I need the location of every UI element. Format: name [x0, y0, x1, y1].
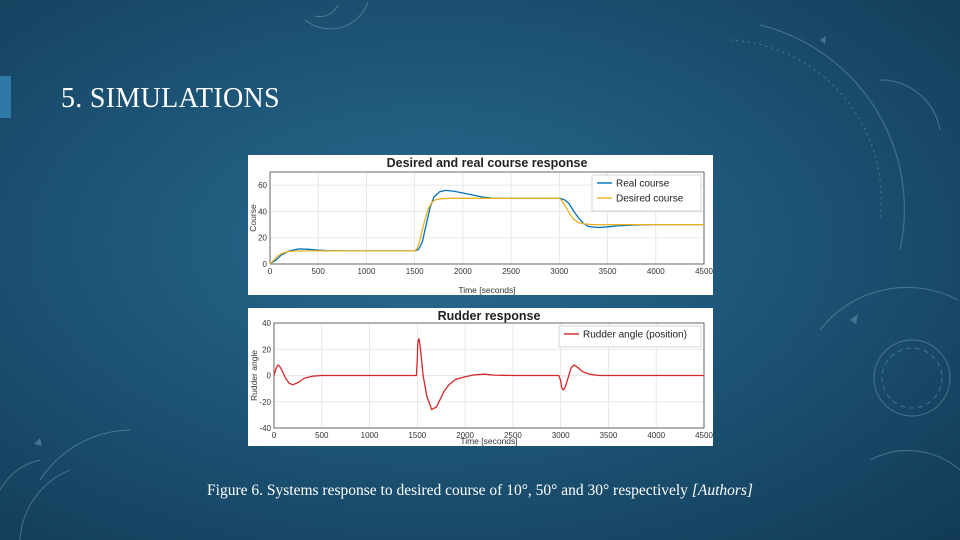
- rudder-y-tick-label: -40: [259, 424, 271, 433]
- course-x-tick-label: 1500: [406, 267, 424, 276]
- course-x-tick-label: 3500: [599, 267, 617, 276]
- course-x-axis-label: Time [seconds]: [458, 285, 515, 295]
- course-chart-title: Desired and real course response: [387, 156, 588, 170]
- course-x-tick-label: 2000: [454, 267, 472, 276]
- course-x-tick-label: 2500: [502, 267, 520, 276]
- rudder-chart-svg: 0 500 1000 1500 2000 2500 3000 3500 4000 4500 -40 -…: [249, 309, 713, 446]
- rudder-x-tick-label: 4000: [647, 431, 665, 440]
- course-y-tick-label: 20: [258, 234, 267, 243]
- course-legend-label: Desired course: [616, 194, 684, 205]
- rudder-x-tick-label: 0: [272, 431, 277, 440]
- rudder-legend-label: Rudder angle (position): [583, 330, 687, 341]
- rudder-x-axis-label: Time [seconds]: [460, 436, 517, 446]
- rudder-y-tick-label: 0: [267, 372, 272, 381]
- course-plot-frame: [269, 171, 705, 265]
- rudder-x-tick-label: 2500: [504, 431, 522, 440]
- rudder-x-tick-label: 1000: [361, 431, 379, 440]
- rudder-x-tick-label: 3000: [552, 431, 570, 440]
- caption-text: Figure 6. Systems response to desired co…: [207, 482, 692, 499]
- course-y-tick-label: 0: [263, 260, 268, 269]
- rudder-x-tick-label: 2000: [456, 431, 474, 440]
- course-response-chart: 0 500 1000 1500 2000 2500 3000 3500 4000 4500 0 20 4…: [248, 155, 713, 295]
- course-legend-label: Real course: [616, 179, 670, 190]
- rudder-y-axis-label: Rudder angle: [249, 350, 259, 401]
- course-x-tick-label: 1000: [358, 267, 376, 276]
- figure-caption: Figure 6. Systems response to desired co…: [0, 482, 960, 500]
- course-y-axis-label: Course: [248, 204, 258, 232]
- course-x-tick-label: 3000: [550, 267, 568, 276]
- course-series-line-1: [269, 197, 704, 265]
- course-y-tick-label: 40: [258, 207, 267, 216]
- course-chart-svg: 0 500 1000 1500 2000 2500 3000 3500 4000 4500 0 20 4…: [248, 156, 713, 295]
- rudder-x-tick-label: 500: [315, 431, 329, 440]
- course-x-tick-label: 4000: [647, 267, 665, 276]
- rudder-x-tick-label: 4500: [695, 431, 713, 440]
- rudder-chart-title: Rudder response: [438, 309, 541, 323]
- course-y-tick-label: 60: [258, 181, 267, 190]
- rudder-x-tick-label: 1500: [408, 431, 426, 440]
- title-accent-bar: [0, 76, 11, 118]
- course-x-tick-label: 4500: [695, 267, 713, 276]
- rudder-legend-box: [558, 325, 702, 348]
- slide-title: 5. SIMULATIONS: [61, 83, 280, 114]
- caption-citation: [Authors]: [691, 482, 753, 499]
- rudder-response-chart: 0 500 1000 1500 2000 2500 3000 3500 4000 4500 -40 -…: [248, 308, 713, 446]
- rudder-y-tick-label: 20: [262, 345, 271, 354]
- rudder-y-tick-label: 40: [262, 319, 271, 328]
- course-x-tick-label: 0: [268, 267, 273, 276]
- rudder-y-tick-label: -20: [259, 398, 271, 407]
- course-x-tick-label: 500: [312, 267, 326, 276]
- course-legend-box: [591, 174, 702, 212]
- rudder-series-line-0: [273, 338, 704, 411]
- rudder-x-tick-label: 3500: [600, 431, 618, 440]
